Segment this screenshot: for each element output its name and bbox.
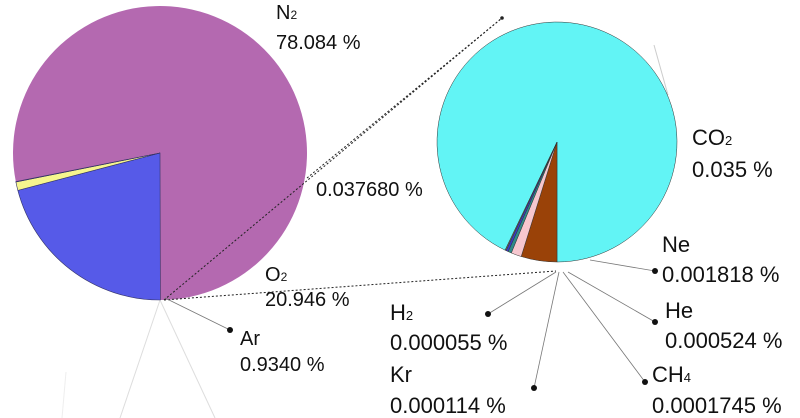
label-ar-text: Ar [240, 328, 260, 350]
label-h2: H2 [390, 300, 413, 325]
connector-dot [500, 16, 504, 20]
slice-trace-gases [15, 152, 161, 183]
guide-lines [61, 44, 669, 418]
leader-line [562, 271, 646, 383]
value-ne: 0.001818 % [662, 262, 779, 287]
label-he-text: He [665, 298, 693, 323]
label-o2-text: O [265, 264, 281, 286]
main-pie [13, 6, 308, 301]
slice-h2 [504, 141, 558, 251]
leader-line [567, 271, 656, 323]
value-o2: 20.946 % [265, 289, 350, 311]
label-kr: Kr [390, 362, 412, 387]
value-ch4: 0.0001745 % [652, 393, 782, 418]
label-ch4-text: CH [652, 362, 684, 387]
label-he: He [665, 298, 693, 323]
label-ch4: CH4 [652, 362, 691, 387]
value-n2: 78.084 % [276, 32, 361, 54]
leader-line [533, 271, 560, 389]
label-o2: O2 [265, 264, 288, 286]
label-ch4-subscript: 4 [684, 370, 691, 385]
slice-co2 [436, 21, 678, 263]
label-ne-text: Ne [662, 232, 690, 257]
guide-line [119, 299, 161, 418]
leader-dot [642, 379, 648, 385]
detail-pie [436, 21, 678, 263]
leader-dot [652, 319, 658, 325]
label-n2: N2 [276, 2, 297, 24]
guide-line [159, 299, 216, 418]
label-n2-subscript: 2 [290, 8, 297, 22]
value-trace-gases: 0.037680 % [316, 179, 423, 201]
label-o2-subscript: 2 [281, 270, 288, 284]
leader-dot [227, 327, 233, 333]
guide-line [61, 371, 67, 418]
value-h2: 0.000055 % [390, 330, 507, 355]
leader-dot [531, 385, 537, 391]
value-ar: 0.9340 % [240, 354, 325, 376]
label-ne: Ne [662, 232, 690, 257]
label-co2: CO2 [692, 125, 732, 150]
label-ar: Ar [240, 328, 260, 350]
label-n2-text: N [276, 2, 290, 24]
zoom-connector [163, 270, 557, 301]
label-h2-text: H [390, 300, 406, 325]
leader-lines [163, 16, 658, 391]
leader-line [487, 271, 557, 315]
leader-dot [485, 311, 491, 317]
value-he: 0.000524 % [665, 328, 782, 353]
leader-line [164, 297, 231, 331]
label-co2-subscript: 2 [725, 133, 732, 148]
label-h2-subscript: 2 [406, 308, 413, 323]
zoom-connector [163, 17, 503, 301]
label-co2-text: CO [692, 125, 725, 150]
guide-line [653, 44, 669, 96]
leader-dot [652, 268, 658, 274]
value-co2: 0.035 % [692, 157, 773, 182]
leader-line [589, 259, 656, 272]
slice-o2 [17, 152, 161, 301]
value-kr: 0.000114 % [390, 393, 506, 418]
label-kr-text: Kr [390, 362, 412, 387]
